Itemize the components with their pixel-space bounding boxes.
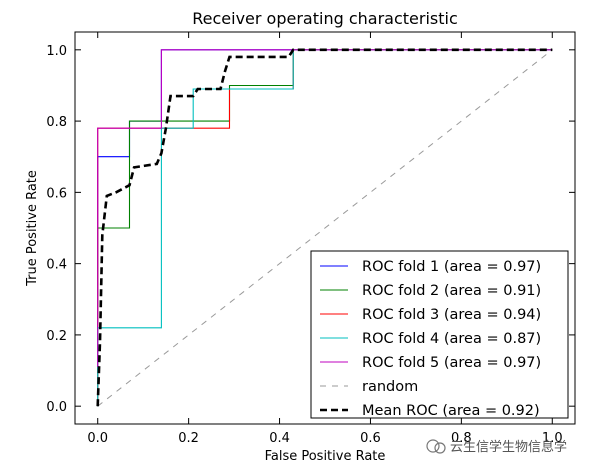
legend-items: ROC fold 1 (area = 0.97) ROC fold 2 (area… <box>320 259 541 419</box>
series-line-7 <box>96 48 553 407</box>
plot-frame <box>74 31 576 425</box>
x-tick-label: 0.6 <box>360 431 381 446</box>
y-tick-label: 0.8 <box>46 115 67 130</box>
watermark-logo-icon-2 <box>434 442 446 454</box>
legend: ROC fold 1 (area = 0.97) ROC fold 2 (area… <box>310 250 569 419</box>
x-tick-label: 0.8 <box>451 431 472 446</box>
x-tick-label: 0.4 <box>269 431 290 446</box>
watermark-text: 云生信学生物信息学 <box>450 439 567 455</box>
y-tick-label: 0.4 <box>46 258 67 273</box>
legend-label-5: ROC fold 5 (area = 0.97) <box>362 355 541 371</box>
series-line-6 <box>97 49 553 407</box>
watermark: 云生信学生物信息学 <box>426 439 567 455</box>
y-tick-label: 0.0 <box>46 400 67 415</box>
x-tick-label: 0.2 <box>178 431 199 446</box>
ticks-layer: 0.0 0.2 0.4 0.6 0.8 1.0 0.0 0.2 0.4 0.6 0.8 1.0 <box>46 32 575 446</box>
legend-box <box>310 250 569 419</box>
legend-label-3: ROC fold 3 (area = 0.94) <box>362 307 541 323</box>
legend-label-7: Mean ROC (area = 0.92) <box>362 403 540 419</box>
legend-label-4: ROC fold 4 (area = 0.87) <box>362 331 541 347</box>
y-tick-label: 1.0 <box>46 44 67 59</box>
series-line-4 <box>97 49 553 407</box>
y-tick-label: 0.2 <box>46 329 67 344</box>
y-tick-label: 0.6 <box>46 186 67 201</box>
x-axis-label: False Positive Rate <box>265 449 386 464</box>
watermark-logo-icon <box>426 439 440 453</box>
legend-label-1: ROC fold 1 (area = 0.97) <box>362 259 541 275</box>
series-layer <box>96 48 553 407</box>
legend-label-6: random <box>362 379 418 395</box>
x-tick-label: 0.0 <box>87 431 108 446</box>
y-axis-label: True Positive Rate <box>25 170 40 287</box>
x-tick-label: 1.0 <box>542 431 563 446</box>
legend-label-2: ROC fold 2 (area = 0.91) <box>362 283 541 299</box>
chart-title: Receiver operating characteristic <box>192 9 458 28</box>
